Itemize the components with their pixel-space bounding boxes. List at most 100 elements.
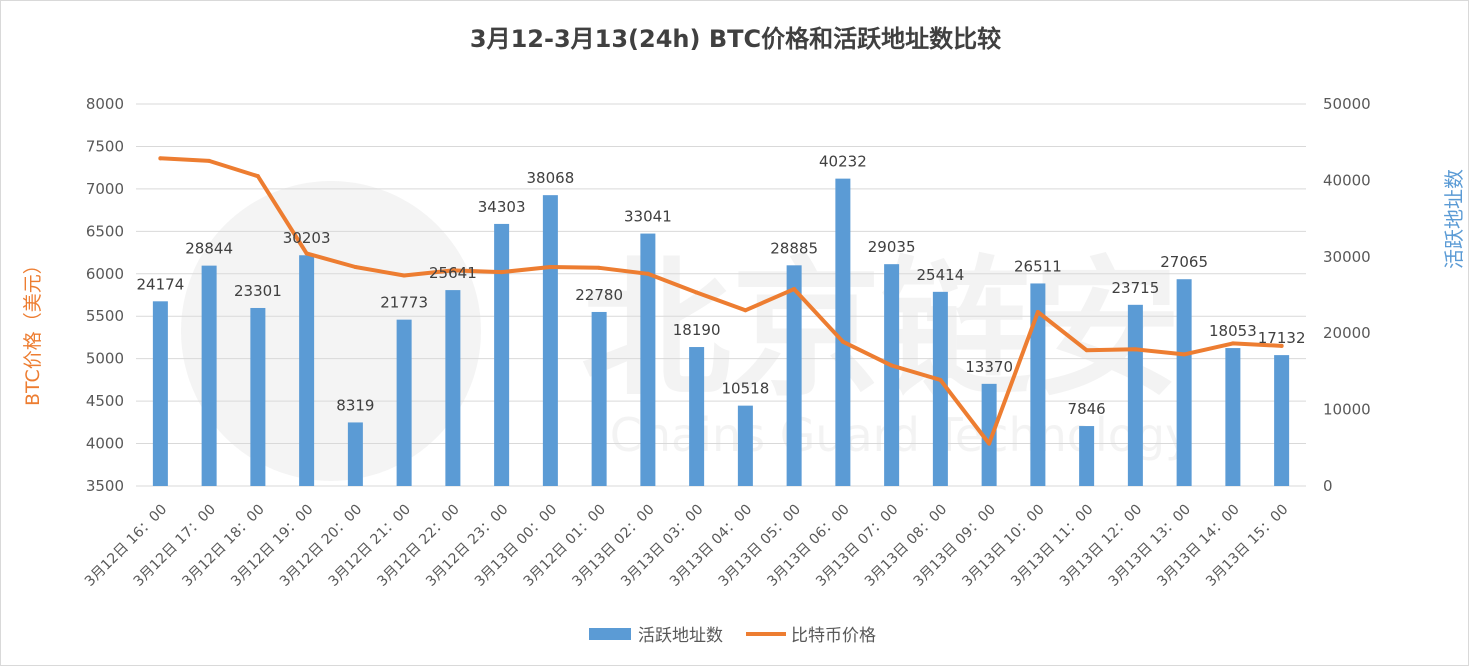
- price-point: [597, 265, 602, 270]
- bar-data-label: 28885: [770, 239, 818, 257]
- x-tick-label: 3月12日 19：00: [228, 502, 316, 590]
- bar-data-label: 17132: [1258, 329, 1306, 347]
- y-tick-right: 50000: [1323, 95, 1371, 113]
- x-tick-label: 3月12日 23：00: [423, 502, 511, 590]
- bar-data-label: 23301: [234, 282, 282, 300]
- price-point: [645, 271, 650, 276]
- bar: [591, 311, 607, 486]
- x-tick-label: 3月12日 21：00: [326, 502, 414, 590]
- price-point: [402, 273, 407, 278]
- bar: [299, 255, 315, 486]
- x-tick-label: 3月12日 16：00: [82, 502, 170, 590]
- price-point: [694, 290, 699, 295]
- x-tick-label: 3月13日 15：00: [1203, 502, 1291, 590]
- x-tick-label: 3月13日 04：00: [667, 502, 755, 590]
- bar: [250, 307, 266, 486]
- price-line: [158, 156, 1284, 446]
- y-tick-left: 5000: [86, 350, 124, 368]
- watermark-text: 北京链安: [581, 243, 1181, 417]
- bar-data-label: 34303: [478, 198, 526, 216]
- bar-data-label: 40232: [819, 153, 867, 171]
- bar: [981, 383, 997, 486]
- y-tick-left: 5500: [86, 307, 124, 325]
- watermark-logo-icon: [181, 181, 481, 481]
- price-point: [1182, 352, 1187, 357]
- price-point: [548, 264, 553, 269]
- bar-data-label: 10518: [722, 380, 770, 398]
- y-tick-left: 7000: [86, 180, 124, 198]
- bar-data-label: 29035: [868, 238, 916, 256]
- price-point: [1035, 309, 1040, 314]
- price-point: [889, 363, 894, 368]
- bar: [445, 290, 461, 486]
- y-tick-right: 20000: [1323, 324, 1371, 342]
- x-tick-label: 3月13日 09：00: [911, 502, 999, 590]
- x-tick-label: 3月13日 12：00: [1057, 502, 1145, 590]
- bar: [1225, 348, 1241, 486]
- y-tick-left: 6500: [86, 222, 124, 240]
- bar: [932, 291, 948, 486]
- price-point: [840, 339, 845, 344]
- bar-data-label: 7846: [1068, 400, 1106, 418]
- x-tick-label: 3月12日 17：00: [131, 502, 219, 590]
- chart-title: 3月12-3月13(24h) BTC价格和活跃地址数比较: [469, 25, 1002, 53]
- bar-data-label: 27065: [1160, 253, 1208, 271]
- bar: [1176, 279, 1192, 486]
- y-tick-right: 10000: [1323, 401, 1371, 419]
- bar-data-label: 22780: [575, 286, 623, 304]
- bar: [542, 195, 558, 487]
- price-point: [987, 441, 992, 446]
- bar-data-label: 18053: [1209, 322, 1257, 340]
- price-point: [499, 270, 504, 275]
- price-point: [743, 308, 748, 313]
- bar-data-label: 21773: [380, 294, 428, 312]
- bar: [835, 178, 851, 487]
- bar: [640, 233, 656, 486]
- price-point: [158, 156, 163, 161]
- price-point: [792, 287, 797, 292]
- bar: [1079, 426, 1095, 486]
- price-point: [353, 264, 358, 269]
- x-tick-label: 3月13日 03：00: [618, 502, 706, 590]
- x-tick-label: 3月13日 07：00: [813, 502, 901, 590]
- bar-data-label: 38068: [527, 169, 575, 187]
- bar: [1274, 355, 1290, 486]
- bar: [347, 422, 363, 486]
- x-tick-label: 3月12日 20：00: [277, 502, 365, 590]
- y-tick-left: 7500: [86, 137, 124, 155]
- bar-data-label: 18190: [673, 321, 721, 339]
- x-tick-label: 3月13日 14：00: [1154, 502, 1242, 590]
- y-tick-left: 6000: [86, 265, 124, 283]
- x-tick-label: 3月13日 13：00: [1106, 502, 1194, 590]
- bar-data-label: 25641: [429, 264, 477, 282]
- legend-bar-swatch: [589, 628, 631, 640]
- x-tick-label: 3月13日 08：00: [862, 502, 950, 590]
- bar-data-label: 25414: [917, 266, 965, 284]
- watermark-subtext: Chains Guard Technology: [610, 408, 1193, 462]
- x-tick-label: 3月13日 11：00: [1008, 502, 1096, 590]
- x-tick-label: 3月13日 00：00: [472, 502, 560, 590]
- price-point: [1084, 348, 1089, 353]
- bar: [786, 265, 802, 486]
- bar: [1127, 304, 1143, 486]
- bar: [689, 347, 705, 486]
- y-tick-left: 3500: [86, 477, 124, 495]
- bar: [152, 301, 168, 486]
- bar-data-label: 33041: [624, 208, 672, 226]
- price-point: [255, 174, 260, 179]
- legend-line-label: 比特币价格: [791, 626, 876, 646]
- bar-data-label: 28844: [185, 240, 233, 258]
- bar-data-label: 13370: [965, 358, 1013, 376]
- price-point: [304, 251, 309, 256]
- x-tick-label: 3月12日 22：00: [374, 502, 462, 590]
- bar: [737, 405, 753, 486]
- price-point: [1279, 343, 1284, 348]
- bar-data-label: 30203: [283, 229, 331, 247]
- x-tick-label: 3月13日 06：00: [764, 502, 852, 590]
- x-tick-label: 3月13日 02：00: [569, 502, 657, 590]
- legend-bar-label: 活跃地址数: [638, 626, 723, 646]
- x-tick-label: 3月13日 05：00: [716, 502, 804, 590]
- bar: [494, 223, 510, 486]
